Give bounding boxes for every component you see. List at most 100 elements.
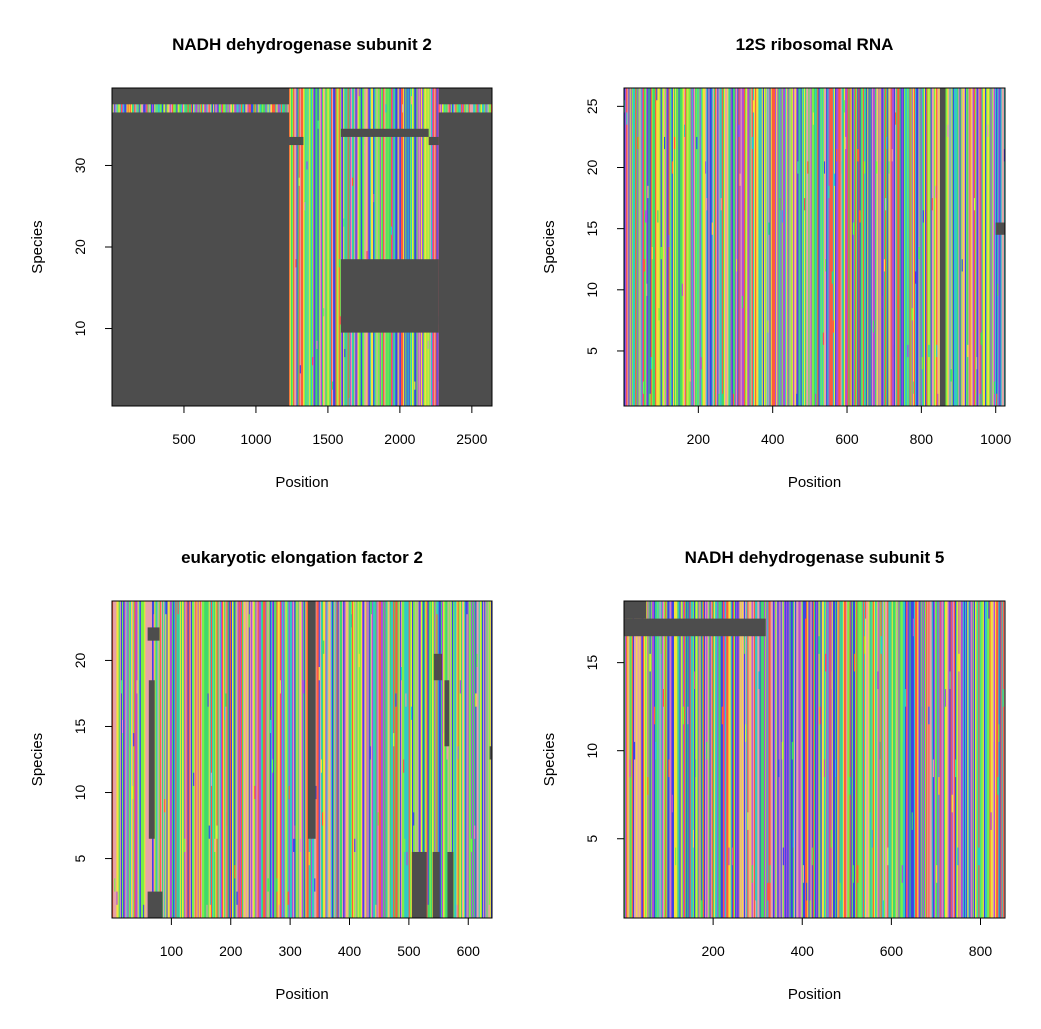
alignment-column xyxy=(369,88,372,406)
alignment-column xyxy=(818,88,820,406)
alignment-column xyxy=(313,88,315,406)
alignment-column xyxy=(813,88,816,406)
alignment-column xyxy=(729,88,731,406)
alignment-column xyxy=(685,88,687,406)
alignment-column xyxy=(897,88,899,406)
alignment-column xyxy=(738,88,740,406)
alignment-column xyxy=(250,601,253,918)
alignment-column xyxy=(882,88,885,406)
substitution-cell xyxy=(998,724,1000,742)
alignment-column xyxy=(318,601,321,918)
alignment-column xyxy=(960,601,963,918)
alignment-column xyxy=(850,601,853,918)
alignment-column xyxy=(437,601,440,918)
alignment-column xyxy=(297,601,300,918)
alignment-column xyxy=(234,601,236,918)
substitution-cell xyxy=(988,601,990,619)
substitution-cell xyxy=(330,145,333,154)
alignment-column xyxy=(638,601,640,918)
alignment-column xyxy=(288,601,291,918)
substitution-cell xyxy=(957,847,959,866)
alignment-column xyxy=(757,601,759,918)
alignment-column xyxy=(663,88,666,406)
alignment-column xyxy=(793,88,796,406)
alignment-column xyxy=(128,601,131,918)
substitution-cell xyxy=(823,759,826,778)
alignment-column xyxy=(198,601,201,918)
alignment-column xyxy=(667,601,669,918)
alignment-column xyxy=(287,601,290,918)
substitution-cell xyxy=(832,320,835,333)
alignment-column xyxy=(890,88,893,406)
alignment-column xyxy=(678,601,680,918)
alignment-column xyxy=(876,601,878,918)
alignment-column xyxy=(423,88,425,406)
substitution-cell xyxy=(649,393,652,406)
alignment-column xyxy=(870,88,873,406)
substitution-cell xyxy=(184,838,186,852)
alignment-column xyxy=(404,88,406,406)
alignment-column xyxy=(387,88,390,406)
alignment-column xyxy=(862,88,865,406)
alignment-column xyxy=(303,601,305,918)
alignment-column xyxy=(640,88,643,406)
alignment-column xyxy=(419,601,422,918)
alignment-column xyxy=(772,88,775,406)
alignment-column xyxy=(164,601,166,918)
alignment-column xyxy=(339,88,342,406)
alignment-column xyxy=(476,601,478,918)
alignment-column xyxy=(873,88,876,406)
alignment-column xyxy=(746,88,748,406)
substitution-cell xyxy=(711,222,714,235)
substitution-cell xyxy=(701,136,704,150)
x-tick-label: 2500 xyxy=(456,431,487,447)
alignment-column xyxy=(414,88,416,406)
alignment-column xyxy=(708,88,710,406)
alignment-column xyxy=(406,88,408,406)
substitution-cell xyxy=(706,741,708,760)
substitution-cell xyxy=(938,777,940,795)
alignment-column xyxy=(885,601,887,918)
alignment-column xyxy=(298,88,301,406)
alignment-column xyxy=(945,88,947,406)
substitution-cell xyxy=(225,693,227,707)
alignment-column xyxy=(647,601,649,918)
alignment-column xyxy=(402,601,404,918)
alignment-column xyxy=(925,601,927,918)
alignment-column xyxy=(459,601,462,918)
alignment-column xyxy=(688,88,690,406)
alignment-column xyxy=(393,601,395,918)
alignment-column xyxy=(1000,88,1003,406)
substitution-cell xyxy=(209,904,212,919)
alignment-column xyxy=(383,88,385,406)
substitution-cell xyxy=(143,904,145,919)
x-axis: 200 400 600 800 xyxy=(701,918,992,959)
alignment-column xyxy=(861,601,864,918)
alignment-column xyxy=(679,601,681,918)
substitution-cell xyxy=(443,733,445,747)
alignment-column xyxy=(464,601,466,918)
alignment-column xyxy=(456,601,458,918)
alignment-column xyxy=(740,601,743,918)
alignment-column xyxy=(812,88,815,406)
alignment-column xyxy=(918,601,920,918)
substitution-cell xyxy=(863,636,866,654)
alignment-column xyxy=(443,601,445,918)
alignment-column xyxy=(448,601,451,918)
substitution-cell xyxy=(634,741,636,760)
substitution-cell xyxy=(818,636,820,654)
alignment-column xyxy=(919,88,921,406)
substitution-cell xyxy=(912,381,915,394)
alignment-column xyxy=(987,601,989,918)
alignment-column xyxy=(827,88,829,406)
alignment-column xyxy=(665,601,667,918)
alignment-column xyxy=(332,88,334,406)
substitution-cell xyxy=(288,785,291,800)
alignment-column xyxy=(237,601,240,918)
alignment-column xyxy=(432,601,434,918)
alignment-column xyxy=(965,88,967,406)
alignment-column xyxy=(650,88,653,406)
alignment-column xyxy=(370,601,373,918)
alignment-column xyxy=(207,601,210,918)
